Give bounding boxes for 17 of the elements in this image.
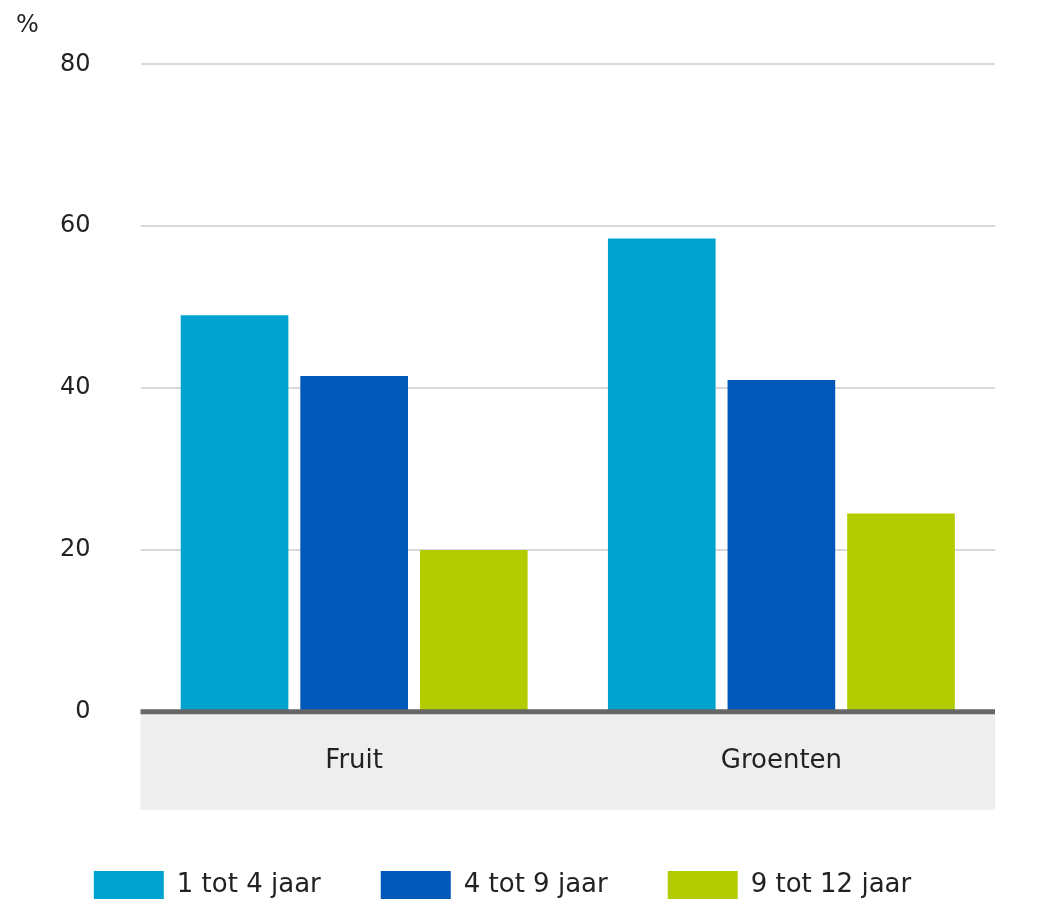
legend-label: 9 tot 12 jaar [750,867,912,898]
legend-label: 4 tot 9 jaar [463,867,609,898]
y-tick-label: 60 [59,210,91,239]
x-tick-label: Groenten [720,744,843,775]
y-axis-title: % [16,10,39,39]
bar [180,315,289,711]
y-tick-label: 40 [59,372,91,401]
bar [727,380,836,711]
y-tick-label: 0 [75,696,91,725]
y-tick-label: 80 [59,48,91,77]
bar [847,513,955,711]
bar [607,238,716,711]
bar [300,375,408,711]
x-tick-label: Fruit [325,744,383,775]
legend-label: 1 tot 4 jaar [176,867,322,898]
y-tick-label: 20 [59,534,91,563]
bar [419,549,528,711]
